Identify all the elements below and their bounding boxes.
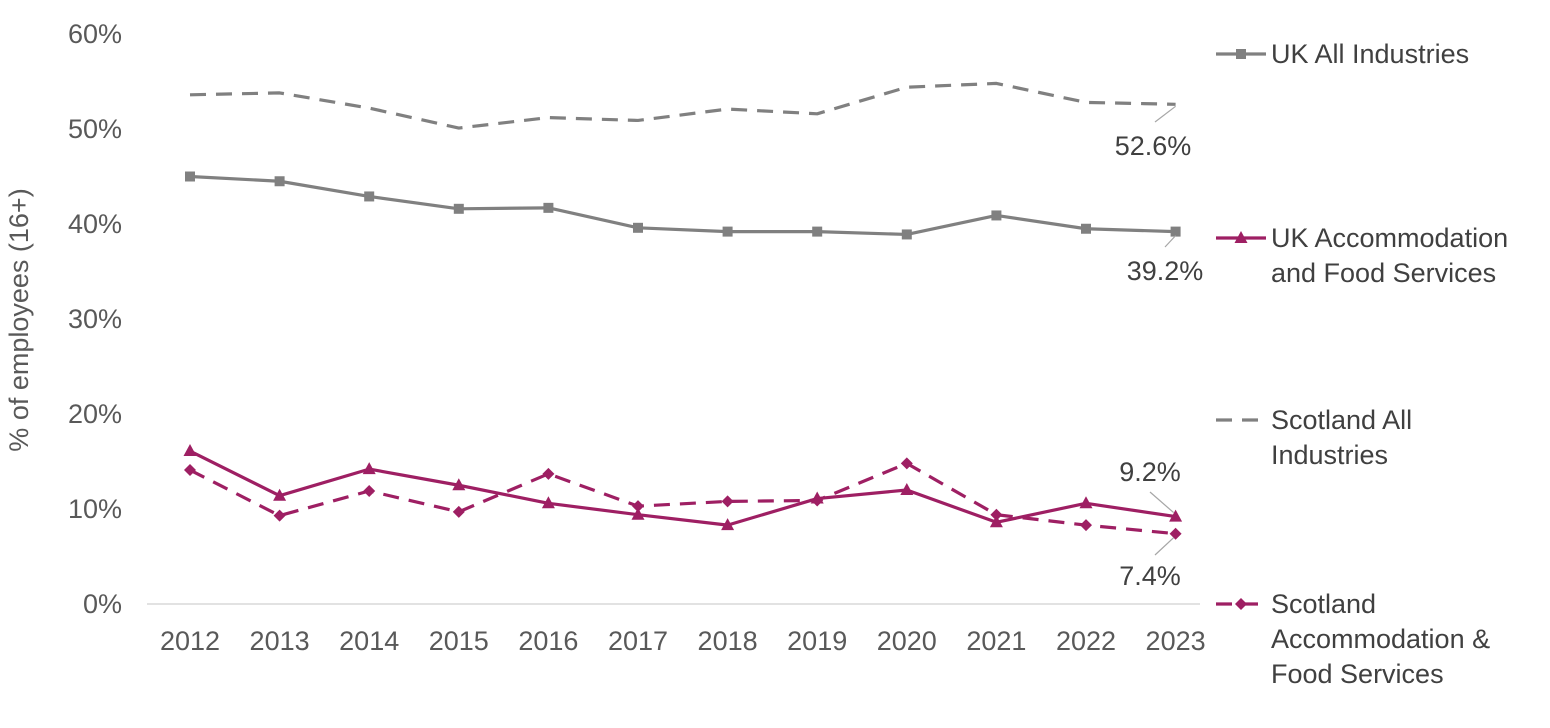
legend-label: Accommodation & [1271,624,1490,654]
data-label-leader [1164,235,1177,248]
series-marker [543,202,554,213]
x-tick-label: 2015 [429,626,489,656]
series-line [189,449,1176,527]
series-line [189,461,1176,536]
y-tick-label: 10% [68,494,122,524]
x-tick-label: 2019 [787,626,847,656]
series-marker [273,488,287,501]
series-marker [273,509,286,522]
series-marker [722,226,733,237]
x-tick-label: 2012 [160,626,220,656]
series-marker [990,508,1003,521]
series-marker [183,444,197,457]
series-marker [1169,527,1182,540]
data-labels: 39.2% 9.2% 52.6% 7.4% [1115,105,1204,591]
data-label-leader [1154,105,1176,123]
x-tick-label: 2016 [518,626,578,656]
x-tick-label: 2023 [1146,626,1206,656]
legend-item: UK Accommodation and Food Services [1216,223,1508,288]
x-tick-label: 2022 [1056,626,1116,656]
series-marker [274,176,285,187]
series-marker [1235,598,1247,610]
x-tick-label: 2013 [250,626,310,656]
series-marker [900,483,914,495]
legend-item: Scotland Accommodation & Food Services [1216,589,1490,689]
series-marker [812,226,823,237]
series-marker [721,495,734,508]
x-tick-label: 2018 [698,626,758,656]
y-tick-label: 60% [68,19,122,49]
series-3 [184,457,1182,540]
legend-label: Scotland [1271,589,1376,619]
legend-label: Scotland All [1271,405,1412,435]
y-tick-label: 30% [68,304,122,334]
series-marker [811,494,824,507]
data-label-leader [1149,491,1174,514]
x-tick-label: 2014 [339,626,399,656]
series-marker [1169,509,1183,522]
series-marker [452,478,466,491]
series-marker [721,518,735,531]
x-tick-label: 2021 [966,626,1026,656]
series-marker [991,210,1002,221]
legend-item: UK All Industries [1216,39,1469,69]
series-marker [542,467,555,480]
data-label: 52.6% [1115,131,1192,161]
y-tick-label: 20% [68,399,122,429]
legend-item: Scotland All Industries [1216,405,1412,470]
legend-label: UK Accommodation [1271,223,1508,253]
data-label-leader [1154,537,1175,556]
series-marker [633,222,643,233]
series-marker [1236,49,1246,59]
series-0 [185,171,1181,240]
series-marker [362,462,376,475]
series-2 [189,81,1176,130]
y-tick-label: 0% [83,589,122,619]
series-marker [989,515,1003,528]
series-layer [183,81,1183,540]
series-marker [1079,496,1093,509]
data-label: 7.4% [1119,561,1181,591]
series-marker [632,500,644,513]
series-marker [901,229,912,240]
x-tick-label: 2020 [877,626,937,656]
series-marker [185,171,195,182]
series-marker [364,191,375,202]
series-marker [900,457,913,470]
legend-label: and Food Services [1271,258,1496,288]
series-marker [1081,223,1091,234]
series-marker [453,203,464,214]
legend-label: Food Services [1271,659,1444,689]
y-axis-title: % of employees (16+) [4,188,34,451]
legend-label: UK All Industries [1271,39,1469,69]
series-marker [541,496,555,509]
legend: UK All Industries UK Accommodation and Foo… [1216,39,1508,689]
data-label: 39.2% [1127,256,1204,286]
axes: 0% 10% 20% 30% 40% 50% 60% 2012 2013 2014 2015 2016… [4,19,1206,656]
series-marker [184,464,196,477]
series-marker [1234,231,1248,243]
y-tick-label: 40% [68,209,122,239]
y-tick-label: 50% [68,114,122,144]
series-1 [183,444,1183,531]
series-marker [631,507,645,520]
series-line [189,174,1176,237]
series-marker [363,484,376,497]
x-tick-label: 2017 [608,626,668,656]
series-marker [1170,226,1181,237]
series-marker [1080,519,1092,532]
legend-label: Industries [1271,440,1388,470]
data-label: 9.2% [1119,457,1181,487]
series-line [189,81,1176,130]
series-marker [452,505,465,518]
